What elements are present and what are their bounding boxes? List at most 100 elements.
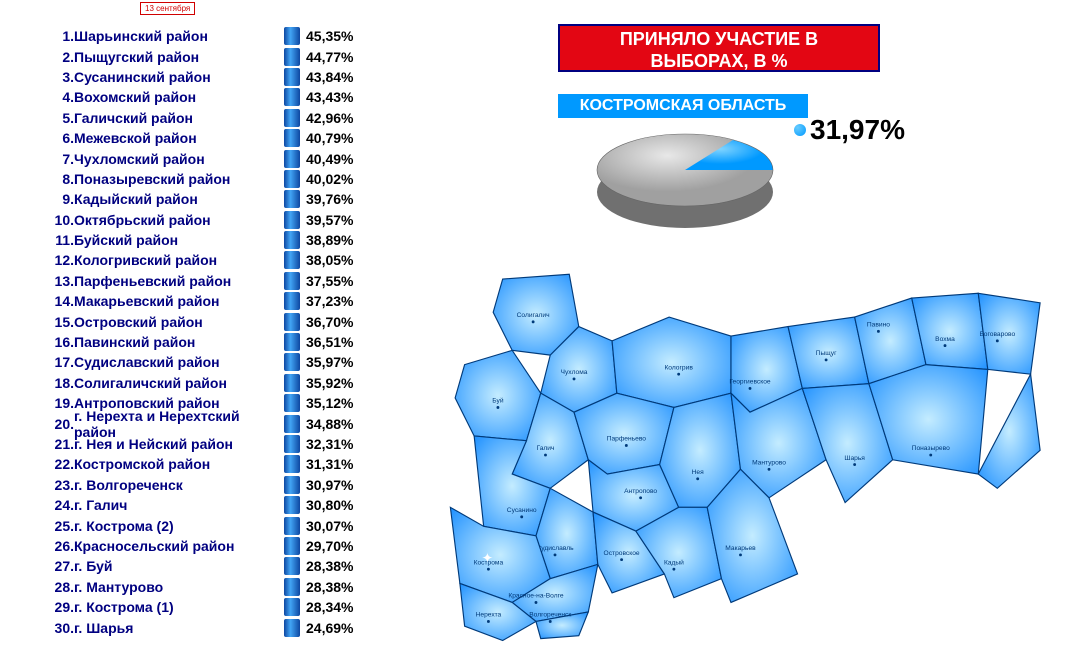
- district-bar-icon: [284, 313, 300, 331]
- district-bar-icon: [284, 374, 300, 392]
- district-rank: 23.: [52, 477, 74, 493]
- district-value: 37,55%: [306, 273, 353, 289]
- district-value: 43,84%: [306, 69, 353, 85]
- district-value: 30,97%: [306, 477, 353, 493]
- map-label-krasnoe: Красное-на-Волге: [508, 593, 564, 600]
- district-rank: 27.: [52, 558, 74, 574]
- district-name: Парфеньевский район: [74, 273, 284, 289]
- district-name: г. Шарья: [74, 620, 284, 636]
- district-value: 40,79%: [306, 130, 353, 146]
- district-name: Пыщугский район: [74, 49, 284, 65]
- district-row: 18.Солигаличский район35,92%: [52, 373, 432, 393]
- district-row: 8.Поназыревский район40,02%: [52, 169, 432, 189]
- district-value: 30,80%: [306, 497, 353, 513]
- district-row: 28.г. Мантурово28,38%: [52, 577, 432, 597]
- district-bar-icon: [284, 88, 300, 106]
- district-name: Судиславский район: [74, 354, 284, 370]
- pie-chart: [590, 120, 790, 245]
- district-name: Кадыйский район: [74, 191, 284, 207]
- map-label-buy: Буй: [492, 397, 504, 405]
- district-rank: 25.: [52, 518, 74, 534]
- district-rank: 7.: [52, 151, 74, 167]
- district-rank: 16.: [52, 334, 74, 350]
- district-value: 44,77%: [306, 49, 353, 65]
- district-row: 24.г. Галич30,80%: [52, 495, 432, 515]
- district-rank: 11.: [52, 232, 74, 248]
- district-value: 31,31%: [306, 456, 353, 472]
- map-label-makaryev: Макарьев: [725, 545, 756, 552]
- district-rank: 20.: [52, 416, 74, 432]
- district-list: 1.Шарьинский район45,35%2.Пыщугский райо…: [52, 26, 432, 638]
- map-region-kologriv: [612, 317, 731, 407]
- district-value: 28,38%: [306, 579, 353, 595]
- district-row: 25.г. Кострома (2)30,07%: [52, 515, 432, 535]
- district-name: Островский район: [74, 314, 284, 330]
- date-stamp: 13 сентября: [140, 2, 195, 15]
- district-rank: 6.: [52, 130, 74, 146]
- district-bar-icon: [284, 455, 300, 473]
- district-row: 23.г. Волгореченск30,97%: [52, 475, 432, 495]
- district-row: 4.Вохомский район43,43%: [52, 87, 432, 107]
- district-rank: 18.: [52, 375, 74, 391]
- district-row: 13.Парфеньевский район37,55%: [52, 271, 432, 291]
- district-bar-icon: [284, 190, 300, 208]
- district-bar-icon: [284, 333, 300, 351]
- district-value: 29,70%: [306, 538, 353, 554]
- district-value: 39,76%: [306, 191, 353, 207]
- pie-legend-dot: [794, 124, 806, 136]
- district-row: 10.Октябрьский район39,57%: [52, 210, 432, 230]
- map-label-vokhma: Вохма: [935, 336, 955, 343]
- district-name: г. Буй: [74, 558, 284, 574]
- district-name: Кологривский район: [74, 252, 284, 268]
- district-bar-icon: [284, 476, 300, 494]
- district-rank: 19.: [52, 395, 74, 411]
- district-row: 12.Кологривский район38,05%: [52, 250, 432, 270]
- district-name: Вохомский район: [74, 89, 284, 105]
- map-label-ponazyrevo: Поназырево: [912, 445, 950, 452]
- district-row: 11.Буйский район38,89%: [52, 230, 432, 250]
- district-rank: 24.: [52, 497, 74, 513]
- header-line1: ПРИНЯЛО УЧАСТИЕ В: [620, 29, 818, 49]
- district-row: 20.г. Нерехта и Нерехтский район34,88%: [52, 413, 432, 433]
- district-row: 26.Красносельский район29,70%: [52, 536, 432, 556]
- district-name: Солигаличский район: [74, 375, 284, 391]
- district-rank: 15.: [52, 314, 74, 330]
- district-bar-icon: [284, 292, 300, 310]
- district-name: Межевской район: [74, 130, 284, 146]
- district-value: 30,07%: [306, 518, 353, 534]
- district-value: 36,51%: [306, 334, 353, 350]
- map-label-kadyy: Кадый: [664, 558, 684, 566]
- district-value: 42,96%: [306, 110, 353, 126]
- district-rank: 29.: [52, 599, 74, 615]
- pie-percent: 31,97%: [810, 114, 905, 146]
- district-row: 9.Кадыйский район39,76%: [52, 189, 432, 209]
- district-name: Галичский район: [74, 110, 284, 126]
- district-row: 27.г. Буй28,38%: [52, 556, 432, 576]
- district-bar-icon: [284, 27, 300, 45]
- district-bar-icon: [284, 394, 300, 412]
- map-region-buy: [455, 350, 541, 440]
- map-label-sudislavl: Судиславль: [536, 545, 574, 552]
- map-label-nerekhta: Нерехта: [476, 612, 502, 619]
- map-region-sharya-r: [978, 374, 1040, 488]
- district-rank: 5.: [52, 110, 74, 126]
- district-rank: 10.: [52, 212, 74, 228]
- district-name: Чухломский район: [74, 151, 284, 167]
- district-value: 45,35%: [306, 28, 353, 44]
- map-label-parfenyevo: Парфеньево: [607, 436, 647, 443]
- region-label: КОСТРОМСКАЯ ОБЛАСТЬ: [558, 94, 808, 118]
- map-label-sharya: Шарья: [844, 455, 865, 462]
- map-label-ostrovskoe: Островское: [604, 550, 640, 557]
- header-line2: ВЫБОРАХ, В %: [651, 51, 788, 71]
- district-name: Павинский район: [74, 334, 284, 350]
- district-value: 28,34%: [306, 599, 353, 615]
- header-banner: ПРИНЯЛО УЧАСТИЕ В ВЫБОРАХ, В %: [558, 24, 880, 72]
- district-rank: 21.: [52, 436, 74, 452]
- district-value: 40,02%: [306, 171, 353, 187]
- district-bar-icon: [284, 537, 300, 555]
- map-label-volgorechensk: Волгореченск: [529, 612, 571, 619]
- map-label-oktyabrsky: Боговарово: [979, 331, 1015, 338]
- district-name: Сусанинский район: [74, 69, 284, 85]
- district-rank: 14.: [52, 293, 74, 309]
- district-name: Костромской район: [74, 456, 284, 472]
